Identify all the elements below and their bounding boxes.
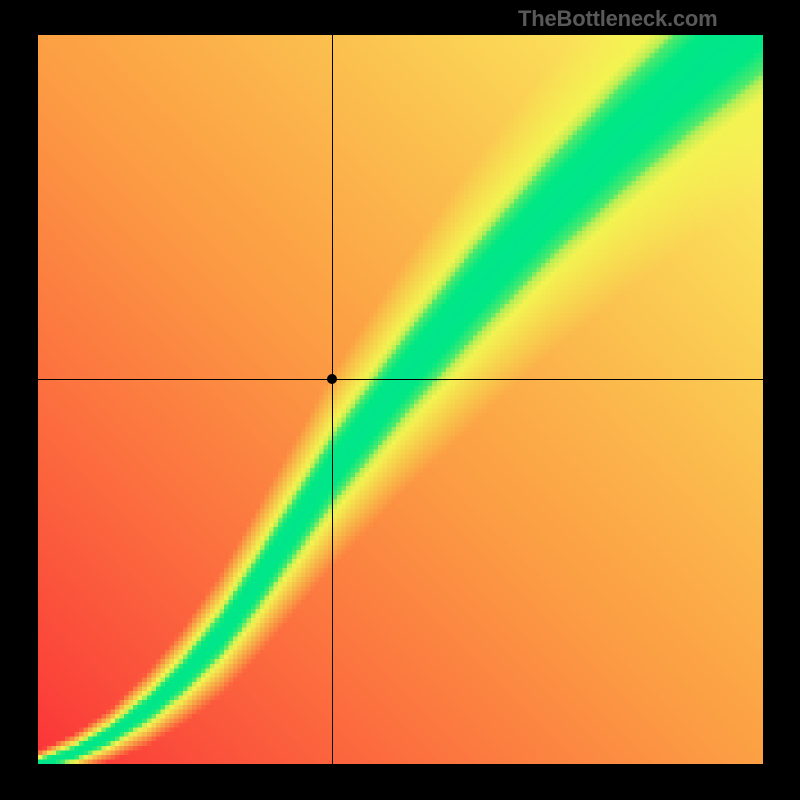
crosshair-vertical [332, 35, 333, 764]
bottleneck-heatmap [38, 35, 763, 764]
crosshair-marker [327, 374, 337, 384]
crosshair-horizontal [38, 379, 763, 380]
chart-frame: TheBottleneck.com [0, 0, 800, 800]
watermark-text: TheBottleneck.com [518, 6, 718, 32]
